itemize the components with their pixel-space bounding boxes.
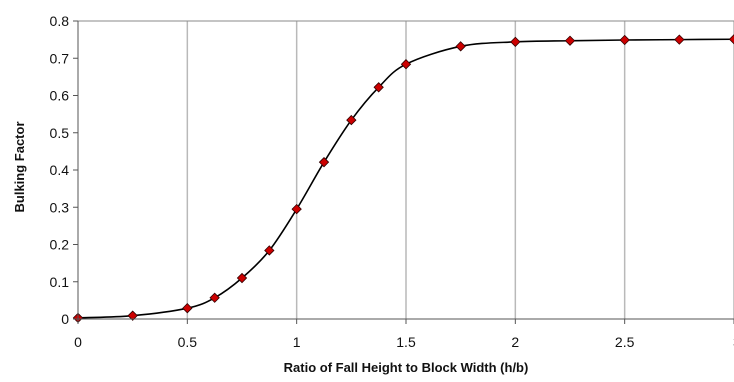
data-point-3 [209,292,220,303]
data-point-11 [455,41,466,52]
x-tick-labels: 00.511.522.53 [74,334,734,350]
data-point-5 [264,245,275,256]
x-tick-label-1: 0.5 [178,334,198,350]
data-point-9 [373,82,384,93]
y-tick-label-0: 0 [61,311,69,327]
data-point-1 [127,310,138,321]
x-tick-label-5: 2.5 [615,334,635,350]
data-point-4 [236,272,248,284]
y-tick-label-8: 0.8 [50,13,70,29]
vertical-gridlines [186,21,734,319]
y-tick-label-3: 0.3 [50,199,70,215]
x-tick-label-4: 2 [511,334,519,350]
y-tick-label-6: 0.6 [50,88,70,104]
y-tick-label-4: 0.4 [50,162,70,178]
y-tick-label-2: 0.2 [50,237,70,253]
data-point-8 [346,114,357,126]
data-point-12 [510,36,521,48]
data-point-13 [564,35,576,46]
y-axis-title: Bulking Factor [12,121,27,212]
y-tick-label-1: 0.1 [50,274,70,290]
y-tick-labels: 0 0.1 0.2 0.3 0.4 0.5 0.6 0.7 0.8 [50,13,70,327]
data-point-16 [728,34,734,45]
x-axis-title: Ratio of Fall Height to Block Width (h/b… [284,360,529,375]
data-point-15 [674,34,685,45]
x-tick-label-2: 1 [293,334,301,350]
x-tick-label-3: 1.5 [396,334,416,350]
data-point-6 [291,203,302,215]
y-tick-label-7: 0.7 [50,50,70,66]
axes [73,20,734,324]
data-point-2 [182,303,193,314]
data-point-14 [619,34,630,46]
y-tick-label-5: 0.5 [50,125,70,141]
data-point-10 [400,59,412,70]
marker-layer [72,34,734,324]
data-point-7 [318,157,330,168]
x-tick-label-0: 0 [74,334,82,350]
